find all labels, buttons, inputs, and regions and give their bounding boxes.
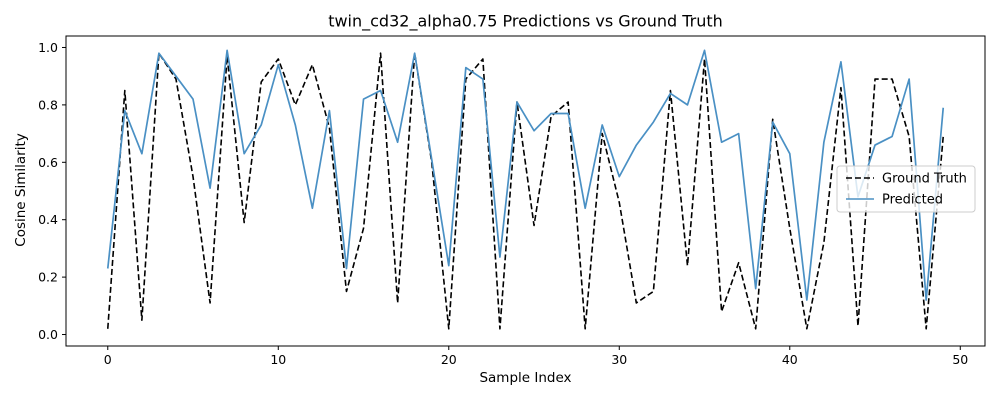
y-tick-label: 0.8 bbox=[38, 97, 58, 112]
x-tick-label: 40 bbox=[782, 352, 798, 367]
y-tick-label: 0.0 bbox=[38, 327, 58, 342]
x-tick-label: 0 bbox=[104, 352, 112, 367]
ground-truth-line bbox=[106, 52, 945, 330]
predicted-line bbox=[106, 49, 945, 301]
y-tick-label: 0.6 bbox=[38, 155, 58, 170]
x-tick-label: 10 bbox=[270, 352, 286, 367]
y-axis-title: Cosine Similarity bbox=[13, 133, 29, 246]
plot-area: 0 10 20 30 40 50 0.0 0.2 0.4 0.6 0.8 1.0 Ground Trut… bbox=[38, 35, 986, 367]
legend-label-ground-truth: Ground Truth bbox=[882, 172, 967, 187]
legend: Ground Truth Predicted bbox=[836, 165, 976, 213]
legend-box bbox=[836, 165, 976, 213]
legend-label-predicted: Predicted bbox=[882, 193, 943, 208]
y-tick-label: 0.4 bbox=[38, 212, 58, 227]
x-tick-label: 50 bbox=[952, 352, 968, 367]
y-tick-label: 0.2 bbox=[38, 270, 58, 285]
x-tick-label: 20 bbox=[441, 352, 457, 367]
axes-frame bbox=[65, 35, 986, 347]
chart-title: twin_cd32_alpha0.75 Predictions vs Groun… bbox=[328, 12, 723, 32]
y-tick-label: 1.0 bbox=[38, 40, 58, 55]
x-axis-title: Sample Index bbox=[479, 370, 571, 386]
x-tick-label: 30 bbox=[611, 352, 627, 367]
